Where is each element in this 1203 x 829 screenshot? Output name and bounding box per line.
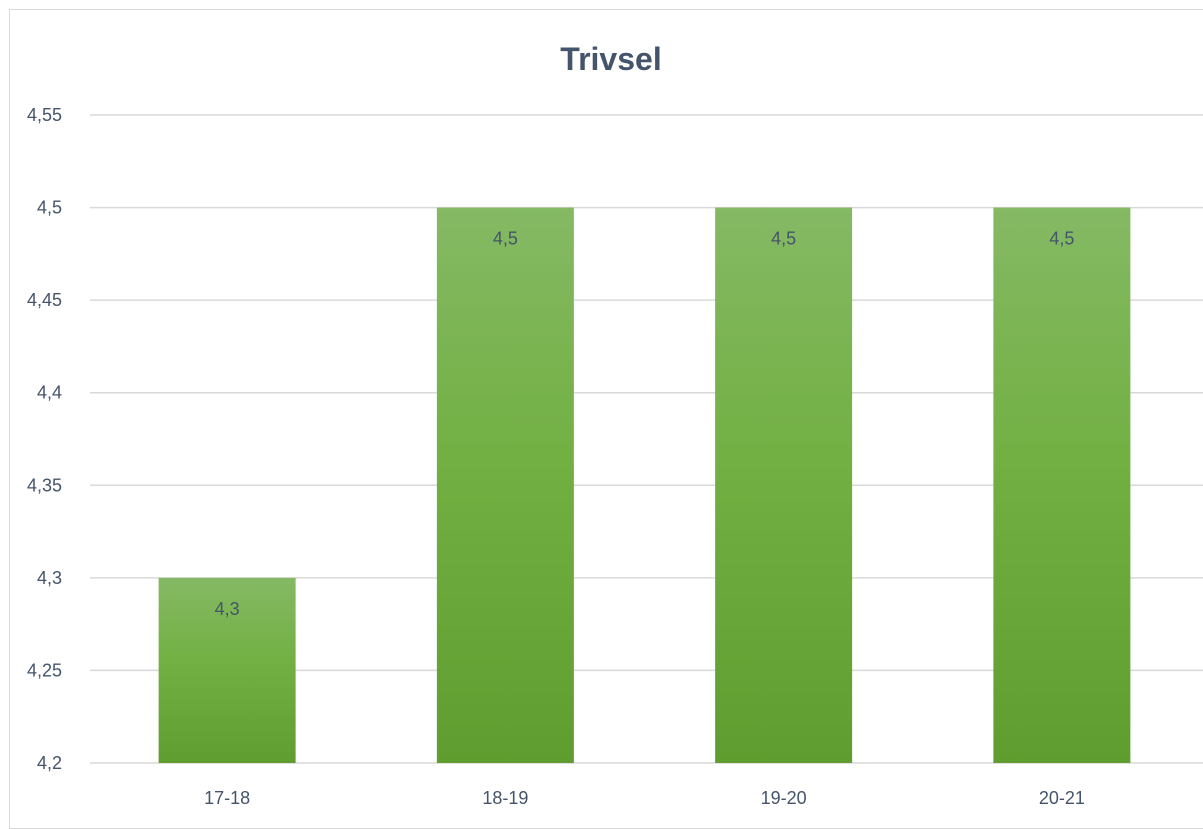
- data-label: 4,5: [493, 229, 518, 249]
- y-tick-label: 4,55: [27, 105, 62, 125]
- y-tick-label: 4,25: [27, 660, 62, 680]
- bars: [158, 207, 1131, 764]
- y-tick-label: 4,5: [37, 198, 62, 218]
- bar-19-20: [715, 207, 853, 764]
- y-tick-label: 4,2: [37, 753, 62, 773]
- x-tick-label: 17-18: [204, 788, 250, 808]
- y-tick-label: 4,35: [27, 475, 62, 495]
- bar-18-19: [436, 207, 574, 764]
- data-label: 4,3: [215, 599, 240, 619]
- x-tick-label: 19-20: [761, 788, 807, 808]
- bar-20-21: [993, 207, 1131, 764]
- y-axis-ticks: 4,2 4,25 4,3 4,35 4,4 4,45 4,5 4,55: [27, 105, 62, 773]
- y-tick-label: 4,4: [37, 383, 62, 403]
- x-tick-label: 20-21: [1039, 788, 1085, 808]
- bar-17-18: [158, 577, 296, 763]
- x-tick-label: 18-19: [482, 788, 528, 808]
- y-tick-label: 4,45: [27, 290, 62, 310]
- data-label: 4,5: [1049, 229, 1074, 249]
- y-tick-label: 4,3: [37, 568, 62, 588]
- data-labels: 4,3 4,5 4,5 4,5: [215, 229, 1075, 619]
- x-axis-ticks: 17-18 18-19 19-20 20-21: [204, 788, 1085, 808]
- data-label: 4,5: [771, 229, 796, 249]
- chart-title: Trivsel: [560, 41, 661, 77]
